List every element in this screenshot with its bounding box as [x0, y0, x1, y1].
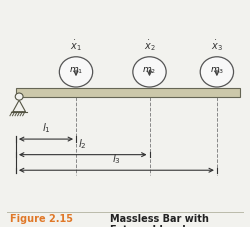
Text: Massless Bar with
External Loads: Massless Bar with External Loads [110, 214, 209, 227]
Text: $m_3$: $m_3$ [210, 65, 224, 76]
Text: $\dot{x}_2$: $\dot{x}_2$ [144, 38, 155, 53]
Circle shape [200, 57, 234, 87]
Text: $m_1$: $m_1$ [69, 65, 83, 76]
Text: $m_2$: $m_2$ [142, 65, 156, 76]
Text: $l_2$: $l_2$ [78, 137, 87, 151]
Polygon shape [13, 100, 26, 112]
Circle shape [133, 57, 166, 87]
Text: $\dot{x}_3$: $\dot{x}_3$ [211, 38, 223, 53]
Text: $l_1$: $l_1$ [42, 121, 50, 135]
Text: $l_3$: $l_3$ [112, 152, 121, 166]
Circle shape [59, 57, 93, 87]
Text: $\dot{x}_1$: $\dot{x}_1$ [70, 38, 82, 53]
Bar [16, 88, 240, 97]
Circle shape [15, 93, 23, 100]
Text: Figure 2.15: Figure 2.15 [10, 214, 73, 224]
